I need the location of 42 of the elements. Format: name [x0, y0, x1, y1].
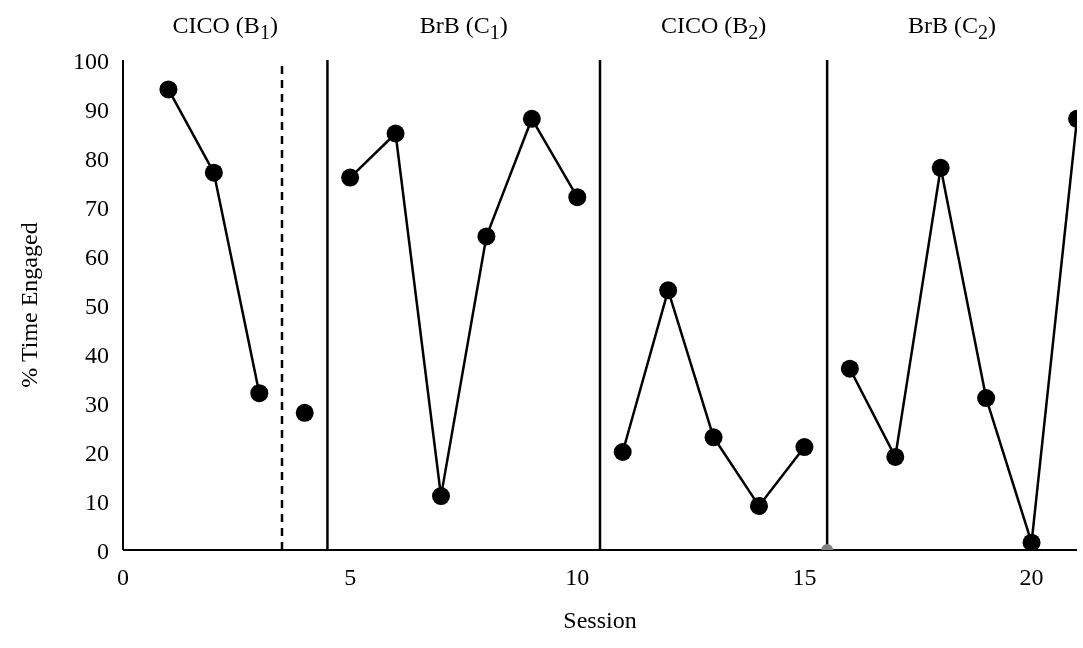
- point: [931, 158, 950, 177]
- point: [522, 109, 541, 128]
- point: [977, 389, 996, 408]
- point: [568, 188, 587, 207]
- point: [250, 384, 269, 403]
- point: [659, 281, 678, 300]
- point: [886, 447, 905, 466]
- point: [1022, 533, 1041, 550]
- text: BrB (C$_{1}$): [419, 12, 508, 44]
- point: [613, 443, 632, 461]
- x-tick-label: 10: [565, 564, 590, 591]
- point: [159, 80, 178, 99]
- text: CICO (B$_{2}$): [660, 12, 767, 44]
- x-tick-label: 5: [344, 564, 357, 591]
- y-tick-label: 50: [85, 292, 109, 319]
- point: [704, 428, 723, 447]
- point: [795, 438, 814, 457]
- y-tick-label: 90: [85, 96, 109, 123]
- point: [204, 163, 223, 182]
- text: BrB (C$_{2}$): [908, 12, 997, 44]
- y-tick-label: 80: [85, 145, 109, 172]
- point: [477, 227, 496, 246]
- point: [840, 359, 859, 378]
- y-tick-label: 20: [85, 439, 109, 466]
- point: [341, 168, 360, 187]
- text: CICO (B$_{1}$): [172, 12, 278, 44]
- point: [386, 124, 405, 143]
- y-tick-label: 30: [85, 390, 109, 417]
- y-tick-label: 70: [85, 194, 109, 221]
- point: [432, 487, 450, 506]
- point: [750, 496, 768, 515]
- y-tick-label: 60: [85, 243, 109, 270]
- x-tick-label: 15: [792, 564, 817, 591]
- y-tick-label: 40: [85, 341, 109, 368]
- y-axis-title: % Time Engaged: [15, 222, 42, 388]
- x-tick-label: 0: [117, 564, 129, 591]
- point: [295, 403, 314, 422]
- y-tick-label: 100: [73, 47, 109, 74]
- y-tick-label: 10: [85, 488, 109, 515]
- y-tick-label: 0: [97, 537, 109, 564]
- x-axis-title: Session: [563, 607, 637, 633]
- x-tick-label: 20: [1019, 564, 1044, 591]
